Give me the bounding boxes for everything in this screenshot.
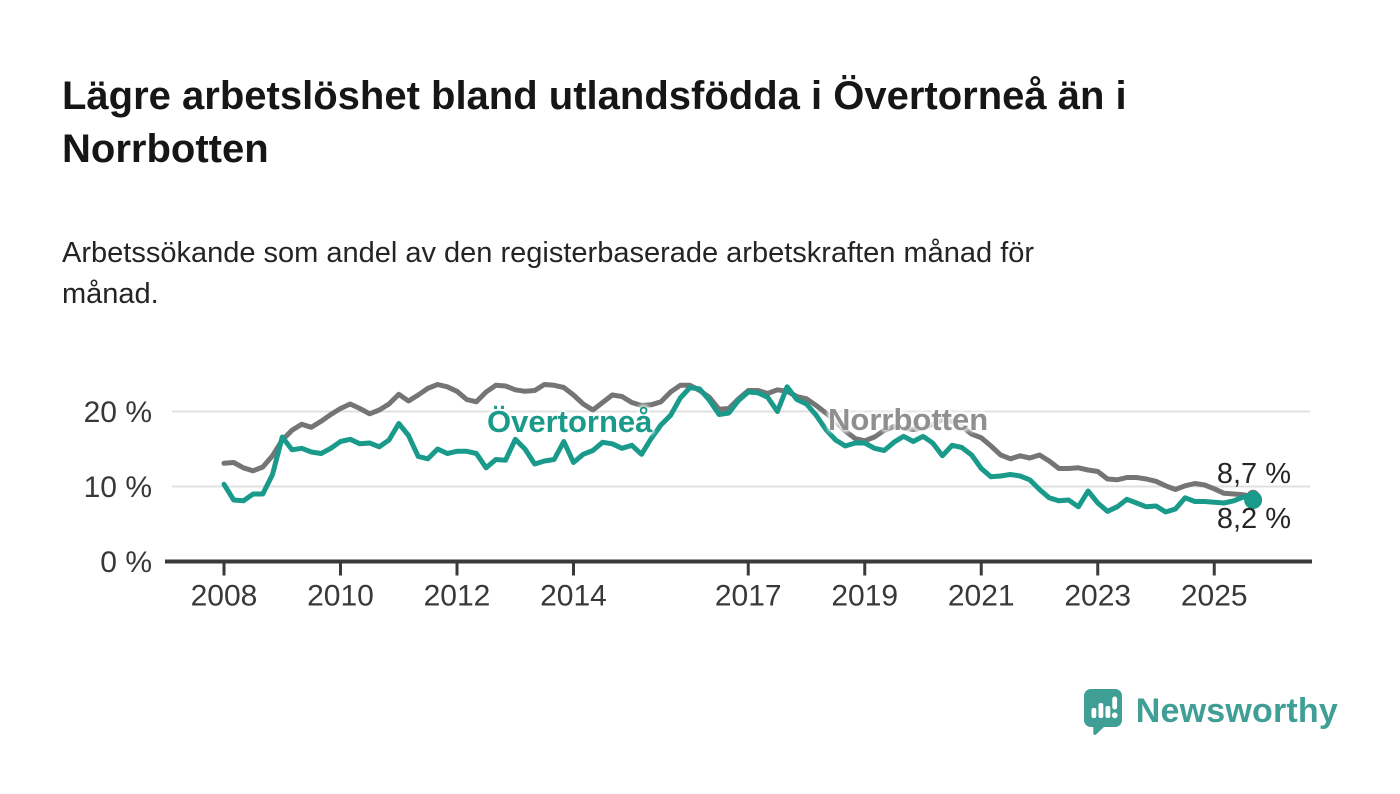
- x-axis-tick-label: 2017: [715, 580, 782, 613]
- page-title: Lägre arbetslöshet bland utlandsfödda i …: [62, 70, 1332, 176]
- chart-subtitle-line1: Arbetssökande som andel av den registerb…: [62, 237, 1035, 269]
- series-end-dot-overtornea: [1244, 491, 1263, 509]
- chart-subtitle-line2: månad.: [62, 278, 159, 311]
- end-value-label-norrbotten: 8,7 %: [1216, 458, 1291, 490]
- x-axis-tick-label: 2010: [307, 580, 374, 613]
- x-axis-tick-label: 2019: [831, 580, 898, 613]
- x-axis-tick-label: 2021: [948, 580, 1015, 613]
- page-title-line1: Lägre arbetslöshet bland utlandsfödda i …: [62, 74, 1127, 118]
- series-line-overtornea: [221, 384, 1256, 515]
- x-axis-tick-label: 2014: [540, 580, 607, 613]
- newsworthy-brand-text: Newsworthy: [1135, 691, 1338, 730]
- x-axis-tick-label: 2008: [191, 580, 258, 613]
- x-axis-tick-label: 2012: [424, 580, 491, 613]
- bar-chart-speech-bubble-icon: [1083, 688, 1122, 735]
- series-label-overtornea: Övertorneå: [487, 404, 653, 439]
- x-axis-tick-label: 2025: [1181, 580, 1248, 613]
- chart-subtitle: Arbetssökande som andel av den registerb…: [62, 233, 1282, 315]
- page-title-line2: Norrbotten: [62, 126, 269, 171]
- y-axis-tick-label: 10 %: [84, 471, 152, 504]
- y-axis-tick-label: 20 %: [84, 396, 152, 429]
- end-value-label-overtornea: 8,2 %: [1216, 503, 1291, 535]
- y-axis-tick-label: 0 %: [100, 546, 152, 579]
- newsworthy-logo: Newsworthy: [1083, 686, 1338, 736]
- series-label-norrbotten: Norrbotten: [828, 402, 989, 437]
- x-axis-tick-label: 2023: [1064, 580, 1131, 613]
